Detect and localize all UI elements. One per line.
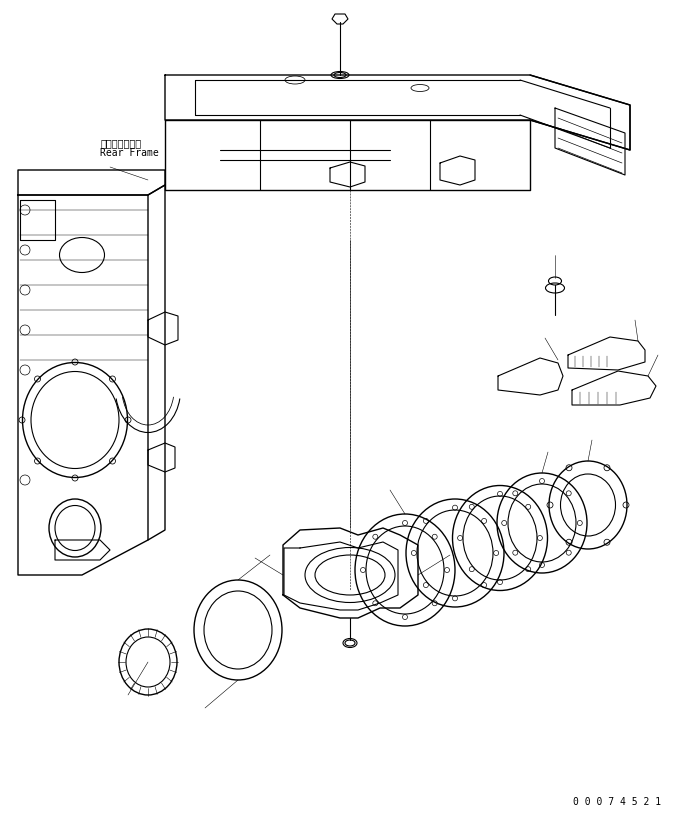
Text: リヤーフレーム: リヤーフレーム — [100, 138, 141, 148]
Text: Rear Frame: Rear Frame — [100, 148, 158, 158]
Text: 0 0 0 7 4 5 2 1: 0 0 0 7 4 5 2 1 — [573, 797, 661, 807]
